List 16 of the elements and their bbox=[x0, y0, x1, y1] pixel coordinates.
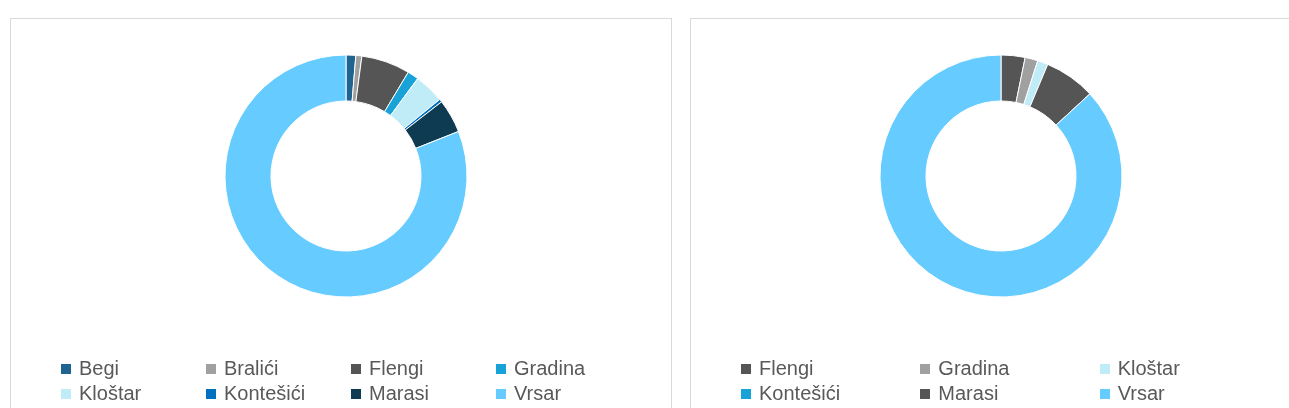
legend-label: Kontešići bbox=[224, 382, 306, 405]
donut-slice bbox=[224, 54, 468, 298]
legend-label: Vrsar bbox=[1117, 382, 1165, 405]
legend-label: Gradina bbox=[514, 357, 586, 380]
legend-label: Kontešići bbox=[759, 382, 841, 405]
legend-label: Begi bbox=[79, 357, 120, 380]
legend-label: Flengi bbox=[759, 357, 814, 380]
legend-label: Gradina bbox=[938, 357, 1010, 380]
legend-label: Marasi bbox=[369, 382, 430, 405]
legend-label: Kloštar bbox=[1117, 357, 1180, 380]
legend-label: Marasi bbox=[938, 382, 999, 405]
donut-slice bbox=[404, 101, 459, 149]
legend-label: Flengi bbox=[369, 357, 424, 380]
legend-label: Bralići bbox=[224, 357, 279, 380]
legend-label: Vrsar bbox=[514, 382, 562, 405]
legend-label: Kloštar bbox=[79, 382, 142, 405]
